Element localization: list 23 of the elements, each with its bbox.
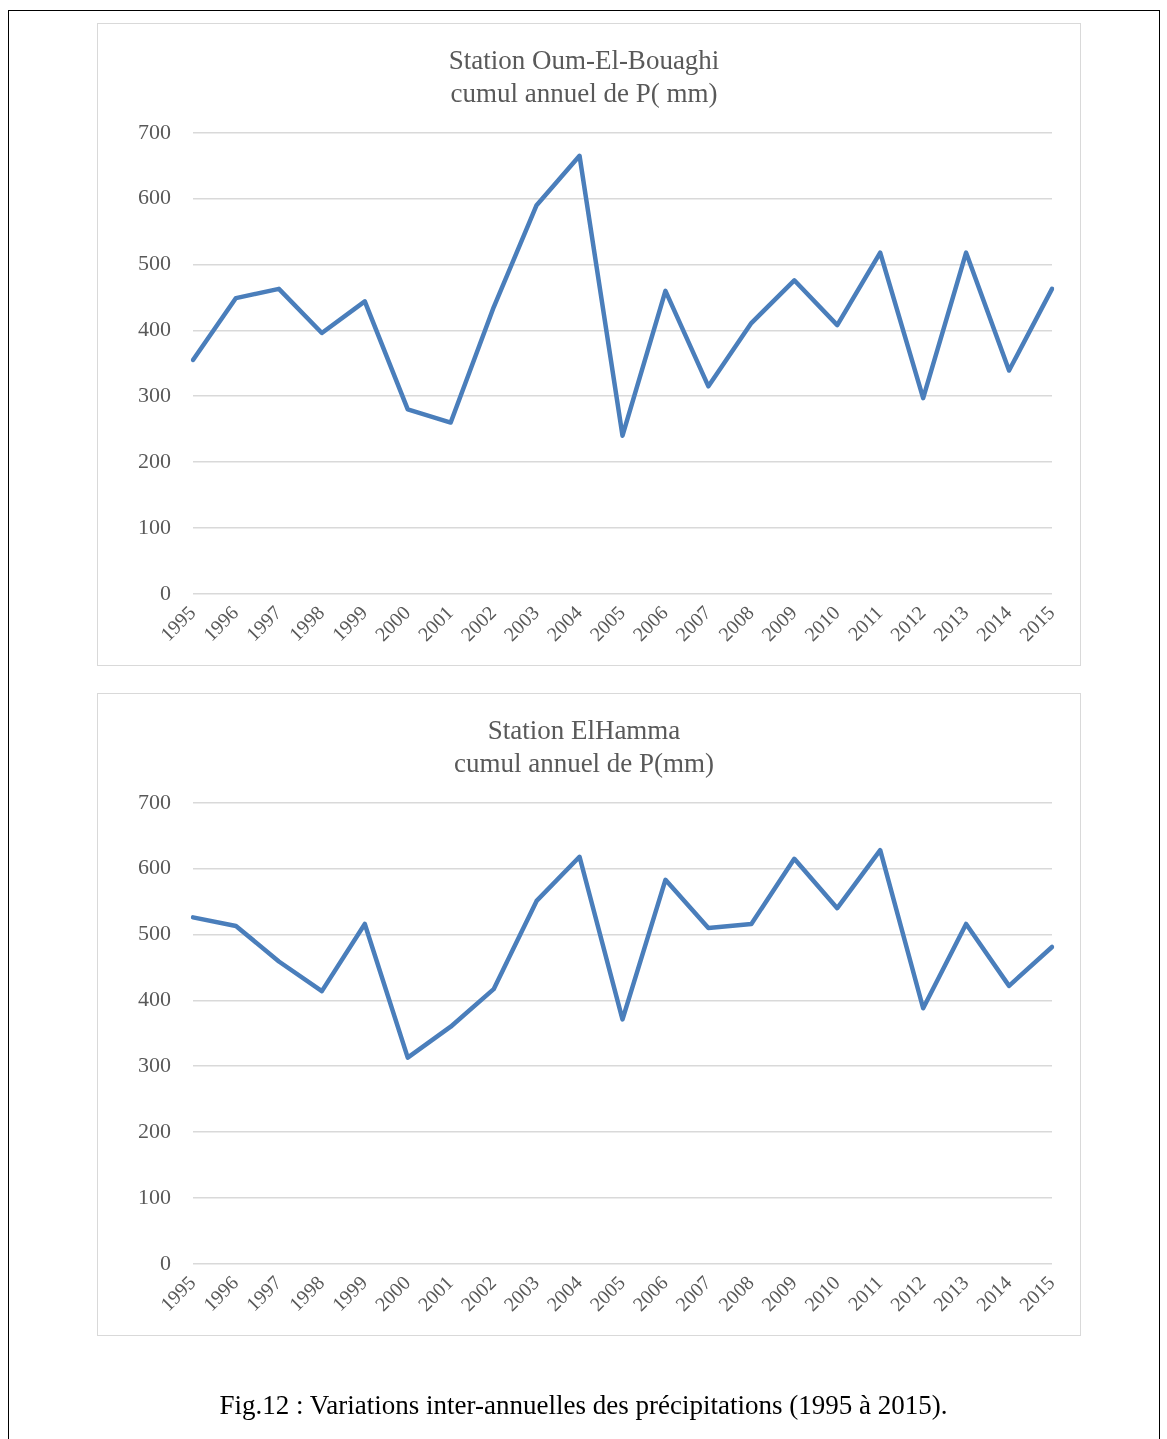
y-tick-label: 300: [138, 381, 171, 407]
x-tick-label: 1999: [327, 601, 372, 646]
y-tick-label: 600: [138, 184, 171, 210]
x-tick-label: 1999: [327, 1271, 372, 1316]
y-tick-label: 100: [138, 513, 171, 539]
y-tick-label: 700: [138, 788, 171, 814]
caption: Fig.12 : Variations inter-annuelles des précipitations (1995 à 2015).: [218, 1390, 949, 1421]
y-tick-label: 200: [138, 447, 171, 473]
y-tick-label: 500: [138, 250, 171, 276]
x-tick-label: 2011: [843, 1271, 887, 1315]
y-tick-label: 0: [160, 579, 171, 605]
y-tick-label: 600: [138, 854, 171, 880]
chart-title: Station ElHamma cumul annuel de P(mm): [453, 715, 715, 778]
y-tick-label: 400: [138, 986, 171, 1012]
y-tick-label: 0: [160, 1249, 171, 1275]
y-tick-label: 200: [138, 1117, 171, 1143]
y-tick-label: 700: [138, 118, 171, 144]
y-tick-label: 400: [138, 316, 171, 342]
x-tick-label: 2011: [843, 601, 887, 645]
chart-title: Station Oum-El-Bouaghi cumul annuel de P( mm): [448, 45, 720, 108]
y-tick-label: 500: [138, 920, 171, 946]
y-tick-label: 100: [138, 1183, 171, 1209]
y-tick-label: 300: [138, 1051, 171, 1077]
